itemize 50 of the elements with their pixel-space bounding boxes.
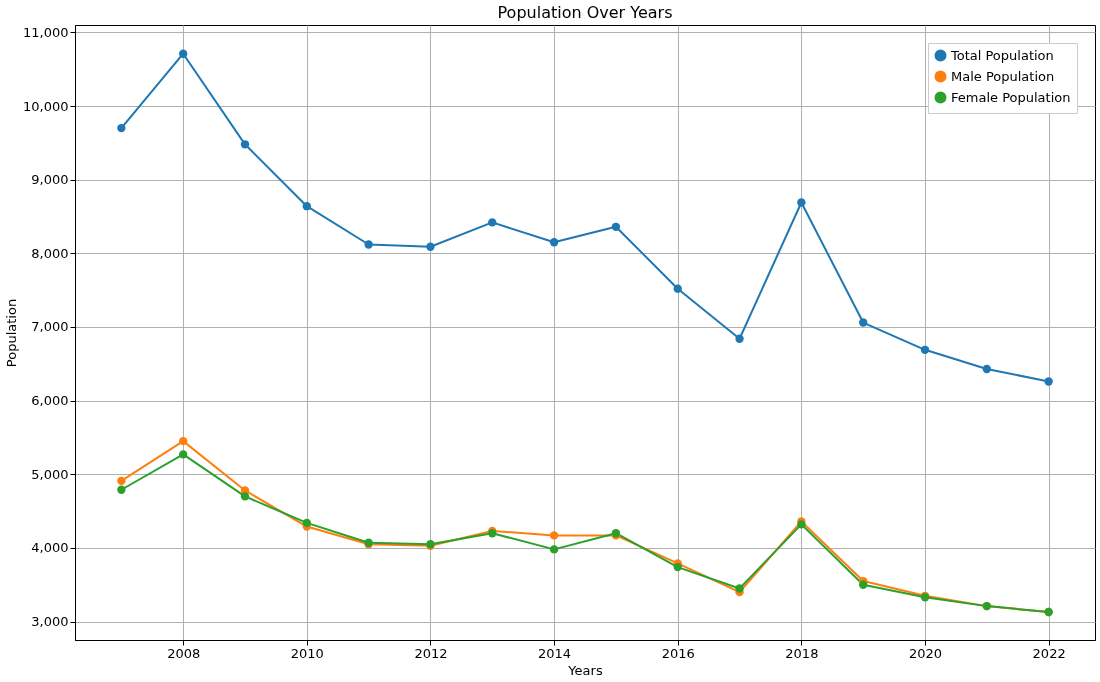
point — [240, 492, 250, 501]
point — [673, 284, 682, 293]
point — [426, 242, 435, 251]
y-tick-label: 9,000 — [31, 172, 69, 188]
point — [859, 580, 868, 589]
y-tick-label: 8,000 — [31, 245, 69, 261]
y-tick-label: 4,000 — [31, 540, 69, 556]
legend-label: Total Population — [950, 47, 1054, 63]
point — [117, 123, 126, 133]
point — [1044, 377, 1053, 386]
point — [673, 562, 682, 572]
x-tick-label: 2018 — [785, 645, 819, 661]
point — [240, 140, 250, 149]
point — [859, 318, 868, 327]
point — [179, 436, 188, 446]
point — [549, 531, 559, 540]
point — [364, 240, 373, 249]
point — [611, 222, 621, 231]
point — [549, 545, 559, 554]
y-axis-title: Population — [4, 298, 20, 368]
point — [982, 364, 991, 374]
point — [549, 238, 559, 247]
x-tick-label: 2010 — [290, 645, 324, 661]
x-tick-label: 2012 — [414, 645, 448, 661]
point — [179, 49, 188, 58]
x-tick-label: 2020 — [908, 645, 943, 661]
y-tick-label: 7,000 — [31, 319, 69, 335]
legend-label: Male Population — [951, 68, 1055, 84]
point — [797, 198, 806, 207]
x-tick-label: 2008 — [167, 645, 201, 661]
point — [179, 450, 188, 459]
y-tick-label: 6,000 — [31, 393, 69, 409]
y-tick-label: 3,000 — [31, 614, 69, 630]
x-tick-label: 2016 — [661, 645, 695, 661]
point — [920, 345, 930, 354]
point — [302, 518, 311, 528]
point — [117, 476, 126, 486]
legend-label: Female Population — [951, 89, 1071, 105]
y-tick-label: 10,000 — [23, 98, 69, 114]
x-tick-label: 2014 — [538, 645, 572, 661]
x-tick-label: 2022 — [1032, 645, 1066, 661]
point — [488, 218, 497, 227]
point — [735, 334, 744, 343]
point — [302, 202, 311, 211]
y-tick-label: 11,000 — [23, 24, 69, 40]
x-axis-title: Years — [567, 662, 603, 678]
point — [735, 584, 744, 593]
y-tick-label: 5,000 — [31, 466, 69, 482]
chart-title: Population Over Years — [497, 3, 673, 22]
point — [117, 485, 126, 494]
